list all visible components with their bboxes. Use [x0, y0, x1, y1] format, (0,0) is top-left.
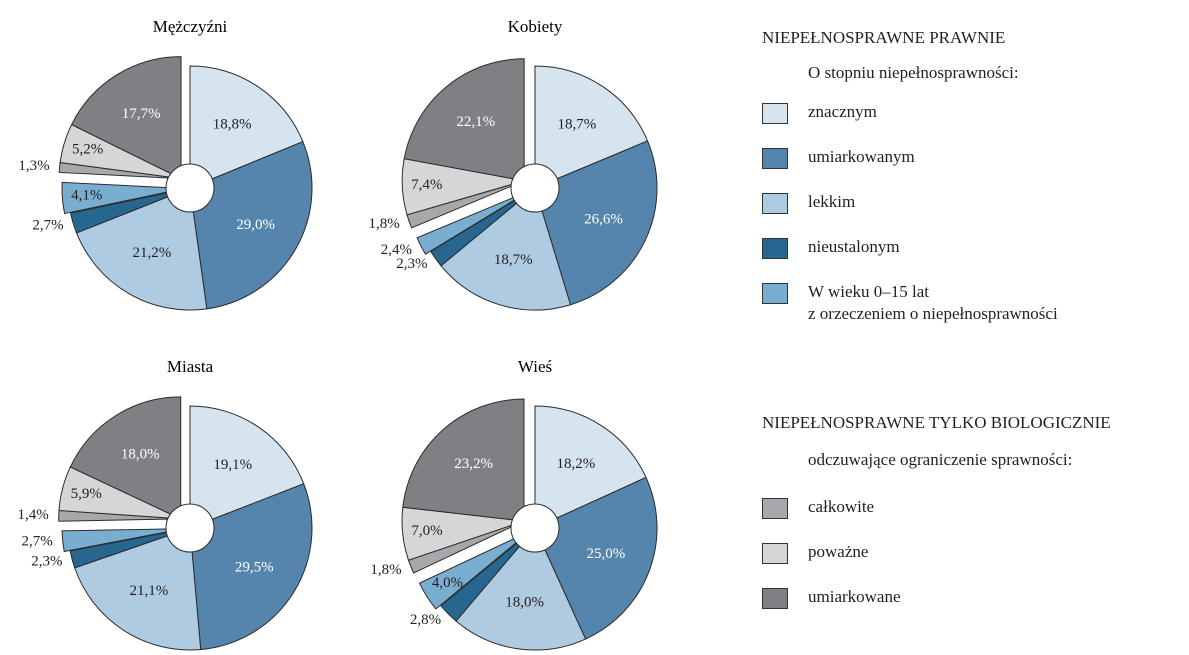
legend-subheading: odczuwające ograniczenie sprawności:	[808, 450, 1073, 469]
legend-heading: NIEPEŁNOSPRAWNE PRAWNIE	[762, 28, 1006, 47]
legend-swatch	[762, 543, 788, 564]
legend-subheading: O stopniu niepełnosprawności:	[808, 63, 1019, 82]
pie-hole	[510, 163, 560, 213]
pie-hole	[165, 503, 215, 553]
legend-label: znacznym	[808, 102, 877, 121]
pie-slice	[70, 56, 182, 180]
legend-label: nieustalonym	[808, 237, 900, 256]
pie-slice	[455, 527, 587, 651]
pie-slice	[403, 58, 525, 182]
data-label: 1,3%	[18, 158, 49, 174]
data-label: 29,0%	[236, 217, 275, 233]
data-label: 5,9%	[71, 486, 102, 502]
pie-slice	[402, 398, 525, 522]
chart-title: Wieś	[518, 357, 552, 376]
data-label: 25,0%	[586, 546, 625, 562]
data-label: 22,1%	[456, 114, 495, 130]
pie-slice	[189, 65, 304, 189]
data-label: 2,4%	[381, 242, 412, 258]
pie-hole	[165, 163, 215, 213]
pie-slice	[440, 187, 572, 311]
pie-slice	[69, 396, 182, 520]
pie-slice	[534, 405, 647, 529]
pie-slice	[74, 527, 202, 651]
legend-swatch	[762, 193, 788, 214]
legend-label: lekkim	[808, 192, 856, 211]
data-label: 18,7%	[494, 252, 533, 268]
data-label: 18,0%	[505, 594, 544, 610]
legend-swatch	[762, 498, 788, 519]
data-label: 7,4%	[411, 177, 442, 193]
data-label: 7,0%	[411, 523, 442, 539]
data-label: 21,1%	[129, 583, 168, 599]
data-label: 2,3%	[396, 256, 427, 272]
data-label: 1,8%	[370, 562, 401, 578]
data-label: 5,2%	[72, 142, 103, 158]
pie-slice	[189, 141, 313, 310]
pie-slice	[75, 187, 208, 311]
data-label: 19,1%	[213, 457, 252, 473]
pie-slice	[61, 528, 185, 553]
charts: Mężczyźni 18,8% 29,0% 21,2% 2,7% 4,1% 1,3% 5,2%…	[18, 17, 658, 651]
pie-slice	[189, 405, 305, 529]
data-label: 1,4%	[18, 507, 49, 523]
chart-title: Kobiety	[508, 17, 563, 36]
data-label: 2,8%	[410, 612, 441, 628]
data-label: 2,7%	[32, 217, 63, 233]
data-label: 18,0%	[121, 446, 160, 462]
legend-heading: NIEPEŁNOSPRAWNE TYLKO BIOLOGICZNIE	[762, 413, 1111, 432]
data-label: 2,3%	[31, 553, 62, 569]
legend-label: umiarkowanym	[808, 147, 915, 166]
data-label: 17,7%	[122, 106, 161, 122]
pie-slice	[189, 483, 313, 651]
data-label: 29,5%	[235, 559, 274, 575]
pie-slice	[534, 140, 658, 306]
data-label: 2,7%	[21, 534, 52, 550]
pie-slice	[418, 530, 531, 610]
legend-swatch	[762, 588, 788, 609]
pie-slice	[416, 190, 530, 255]
data-label: 4,0%	[432, 575, 463, 591]
pie-slice	[534, 65, 649, 189]
data-label: 18,7%	[558, 116, 597, 132]
legend-label: całkowite	[808, 497, 875, 516]
pie-hole	[510, 503, 560, 553]
chart-title: Miasta	[167, 357, 214, 376]
data-label: 1,8%	[368, 216, 399, 232]
pie-slice	[70, 187, 191, 234]
legend-swatch	[762, 238, 788, 259]
data-label: 18,2%	[557, 456, 596, 472]
legend-label: W wieku 0–15 lat z orzeczeniem o niepełn…	[808, 282, 1058, 323]
pie-slice	[440, 527, 536, 622]
pie-slice	[61, 181, 185, 215]
legend-label: poważne	[808, 542, 869, 561]
data-label: 23,2%	[454, 456, 493, 472]
data-label: 26,6%	[584, 212, 623, 228]
legend-swatch	[762, 103, 788, 124]
pie-slice	[69, 527, 191, 569]
chart-title: Mężczyźni	[153, 17, 228, 36]
data-label: 21,2%	[133, 245, 172, 261]
data-label: 4,1%	[71, 188, 102, 204]
legend-label: umiarkowane	[808, 587, 901, 606]
legend-swatch	[762, 283, 788, 304]
pie-slice	[534, 476, 658, 640]
data-label: 18,8%	[213, 117, 252, 133]
legend-swatch	[762, 148, 788, 169]
